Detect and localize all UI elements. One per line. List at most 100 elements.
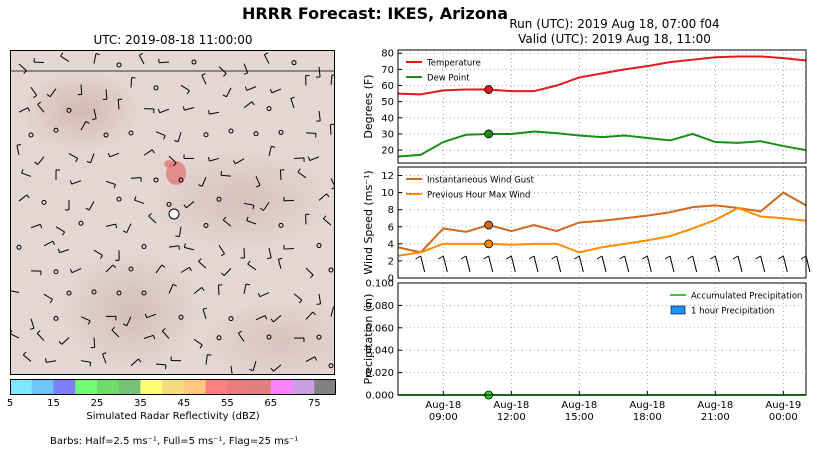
legend-label: 1 hour Precipitation — [691, 307, 774, 317]
wind-barb — [297, 168, 307, 179]
colorbar-swatch — [183, 379, 207, 395]
wind-barb — [255, 176, 261, 188]
wind-barb — [316, 293, 322, 305]
calm-marker — [228, 128, 234, 134]
colorbar-swatch — [314, 379, 336, 395]
y-axis-label: Wind Speed (ms⁻¹) — [362, 170, 375, 274]
wind-barb — [249, 360, 257, 372]
wind-barb — [11, 290, 20, 294]
calm-marker — [328, 267, 334, 273]
station-marker — [168, 208, 180, 220]
x-tick-label: Aug-18 — [561, 400, 597, 411]
calm-marker — [228, 316, 234, 322]
y-tick-label: 0.060 — [365, 323, 394, 334]
wind-barb — [111, 326, 120, 338]
wind-barb — [46, 88, 57, 98]
wind-barb — [30, 318, 35, 330]
wind-barb — [207, 157, 220, 162]
colorbar-tick-label: 45 — [177, 398, 190, 409]
wind-barb — [208, 110, 220, 115]
hourly-wind-barb — [483, 255, 494, 273]
calm-marker — [41, 199, 47, 205]
wind-barb — [69, 268, 82, 274]
wind-barb — [105, 315, 117, 321]
wind-barb — [270, 314, 282, 323]
x-tick-label: Aug-18 — [425, 400, 461, 411]
hourly-wind-barb — [528, 255, 539, 273]
wind-barb — [144, 313, 157, 319]
wind-barb — [305, 75, 310, 86]
calm-marker — [116, 62, 122, 68]
wind-barb — [330, 178, 334, 190]
wind-barb — [198, 258, 207, 269]
wind-barb — [277, 257, 283, 269]
wind-barb — [217, 284, 223, 296]
legend-label: Dew Point — [427, 74, 470, 84]
calm-marker — [266, 106, 272, 112]
legend-label: Accumulated Precipitation — [691, 292, 802, 302]
calm-marker — [16, 244, 22, 250]
wind-barb — [268, 145, 276, 157]
wind-barb — [183, 243, 195, 251]
hourly-wind-barb — [551, 255, 562, 273]
wind-barb — [257, 292, 270, 298]
wind-barb — [18, 194, 30, 202]
wind-barb — [158, 58, 170, 64]
wind-barb — [218, 245, 225, 257]
y-tick-label: 0.000 — [365, 391, 394, 402]
hourly-wind-barb — [664, 255, 675, 273]
wind-barb — [18, 107, 31, 113]
y-tick-label: 20 — [381, 146, 394, 157]
wind-barb — [290, 96, 295, 109]
wind-barb — [244, 86, 257, 91]
colorbar-swatch — [227, 379, 250, 395]
wind-barb — [155, 264, 166, 274]
x-tick-label: Aug-18 — [493, 400, 529, 411]
wind-barb — [45, 358, 57, 363]
map-title: UTC: 2019-08-18 11:00:00 — [93, 33, 253, 47]
hourly-wind-barb — [642, 255, 652, 273]
wind-barb — [170, 356, 182, 362]
wind-barb — [205, 354, 212, 365]
y-tick-label: 50 — [381, 97, 394, 108]
wind-barb — [222, 87, 232, 98]
colorbar-swatch — [75, 379, 98, 395]
valid-time-marker — [484, 129, 494, 139]
wind-barb — [64, 199, 70, 211]
wind-barb — [240, 247, 245, 259]
y-axis-label: Degrees (F) — [362, 74, 375, 138]
wind-barb — [22, 351, 32, 362]
wind-barb — [115, 250, 120, 261]
legend-label: Temperature — [426, 59, 481, 69]
wind-barb — [269, 88, 282, 94]
wind-barb — [130, 177, 142, 182]
hourly-wind-barb — [687, 255, 698, 273]
main-title: HRRR Forecast: IKES, Arizona — [241, 4, 509, 23]
run-line: Run (UTC): 2019 Aug 18, 07:00 f04 — [509, 17, 720, 31]
hourly-wind-barb — [460, 255, 471, 273]
panel-frame — [397, 49, 807, 164]
wind-barb — [322, 215, 332, 226]
wind-barb — [102, 352, 107, 364]
calm-marker — [141, 243, 147, 249]
calm-marker — [116, 290, 122, 296]
wind-barb — [243, 283, 250, 294]
x-tick-label: 18:00 — [633, 412, 662, 423]
wind-barb — [193, 338, 203, 349]
x-tick-label: 21:00 — [701, 412, 730, 423]
calm-marker — [203, 223, 209, 229]
calm-marker — [166, 201, 172, 207]
wind-barb — [267, 248, 272, 260]
wind-barb — [180, 84, 190, 95]
y-tick-label: 6 — [388, 222, 394, 233]
wind-barb — [247, 260, 257, 271]
wind-barb — [305, 267, 314, 279]
calm-marker — [153, 177, 159, 183]
wind-barb — [105, 223, 118, 229]
wind-barb — [202, 307, 207, 319]
wind-barb — [293, 337, 305, 343]
wind-barb — [263, 52, 270, 64]
colorbar-swatch — [53, 379, 76, 395]
wind-barb — [105, 180, 116, 189]
